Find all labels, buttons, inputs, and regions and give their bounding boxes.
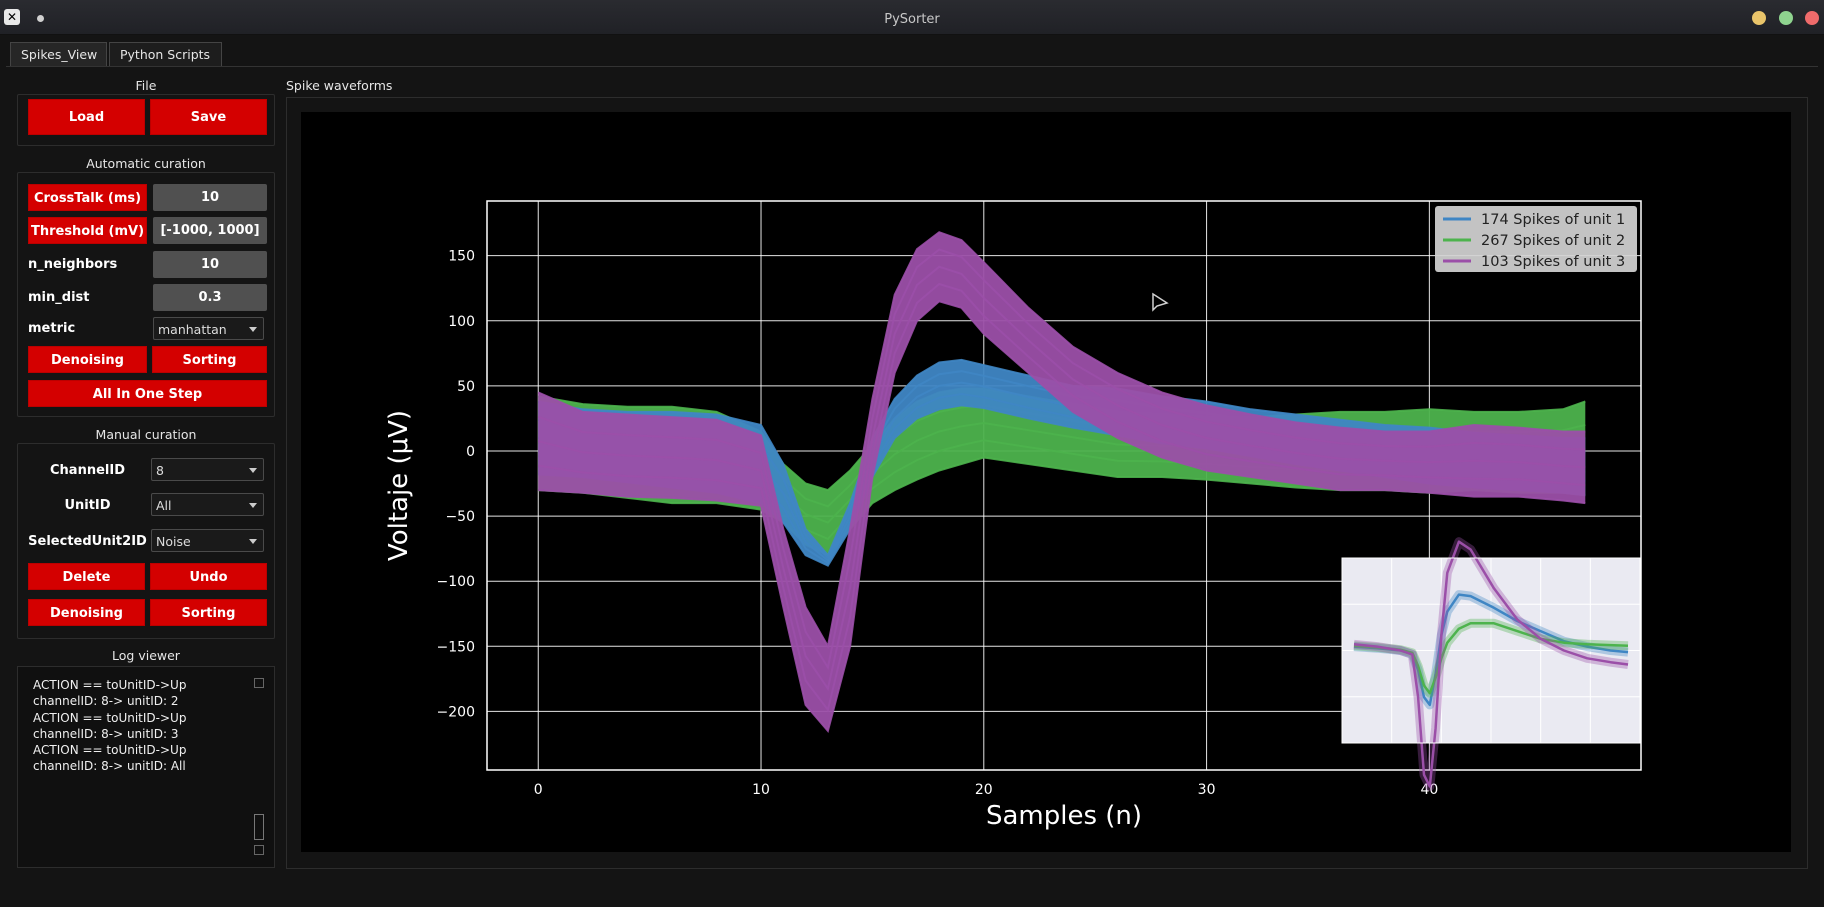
manual-sorting-button[interactable]: Sorting [150,599,267,626]
selected-unit2-id-select[interactable]: Noise [151,529,264,552]
crosstalk-value[interactable]: 10 [153,184,267,211]
tab-spikes-view[interactable]: Spikes_View [10,42,107,66]
plot-canvas[interactable]: 0 10 20 30 40 −200 −150 −100 −50 0 50 100 150 Samples… [301,112,1791,852]
file-groupbox [17,94,275,146]
manual-denoising-button[interactable]: Denoising [28,599,145,626]
min-dist-value[interactable]: 0.3 [153,284,267,311]
x-axis-label: Samples (n) [986,801,1142,831]
legend-entry: 174 Spikes of unit 1 [1481,212,1625,228]
channel-id-label: ChannelID [50,463,125,478]
series-3-trace [538,300,1586,733]
plot-panel-title: Spike waveforms [286,78,393,93]
metric-select[interactable]: manhattan [153,317,264,340]
series-3-band [538,232,1586,731]
series-3-trace [537,265,1586,692]
file-group-title: File [135,78,157,93]
tab-pane [6,66,1818,887]
unit-id-select[interactable]: All [151,493,264,516]
sticky-dot-icon[interactable] [37,15,44,22]
auto-sorting-button[interactable]: Sorting [152,346,267,373]
spike-waveform-chart[interactable]: 0 10 20 30 40 −200 −150 −100 −50 0 50 100 150 Samples… [301,112,1791,852]
inset-mean-line [1353,622,1629,695]
n-neighbors-value[interactable]: 10 [153,251,267,278]
window-title: PySorter [884,12,940,27]
all-in-one-step-button[interactable]: All In One Step [28,380,267,407]
plot-panel [286,97,1808,869]
y-tick-label: 0 [466,444,475,460]
legend-entry: 103 Spikes of unit 3 [1481,254,1625,270]
app-icon: ✕ [4,9,20,25]
window-titlebar: ✕ PySorter [0,0,1824,35]
threshold-button[interactable]: Threshold (mV) [28,217,147,244]
log-line: channelID: 8-> unitID: 3 [33,726,179,741]
close-button[interactable] [1805,11,1819,25]
legend-entry: 267 Spikes of unit 2 [1481,233,1625,249]
mouse-cursor-icon [1152,292,1169,312]
log-line: ACTION == toUnitID->Up [33,678,187,692]
delete-button[interactable]: Delete [28,563,145,590]
auto-curation-groupbox [17,172,275,417]
log-scrollbar-thumb[interactable] [254,814,264,840]
auto-denoising-button[interactable]: Denoising [28,346,147,373]
min-dist-label: min_dist [28,290,90,305]
inset-mean-line [1353,540,1629,788]
x-tick-label: 40 [1420,782,1438,798]
n-neighbors-label: n_neighbors [28,257,118,272]
inset-frame [1341,557,1641,744]
load-button[interactable]: Load [28,99,145,135]
chevron-down-icon [249,468,257,473]
series-3-trace [537,248,1586,671]
log-line: channelID: 8-> unitID: All [33,759,186,774]
log-line: ACTION == toUnitID->Up [33,710,187,725]
log-viewer[interactable]: ACTION == toUnitID->Up channelID: 8-> un… [17,666,275,868]
y-tick-label: 50 [457,379,475,395]
tab-python-scripts[interactable]: Python Scripts [109,42,222,66]
y-axis-label: Voltaje (μV) [384,410,414,561]
undo-button[interactable]: Undo [150,563,267,590]
y-tick-label: −150 [437,639,475,655]
series-3-trace [538,282,1586,713]
chevron-down-icon [249,539,257,544]
maximize-button[interactable] [1779,11,1793,25]
minimize-button[interactable] [1752,11,1766,25]
x-tick-label: 10 [752,782,770,798]
manual-curation-groupbox [17,443,275,639]
log-line: ACTION == toUnitID->Up [33,743,187,758]
series-1-trace [538,358,1586,558]
x-tick-label: 0 [534,782,543,798]
chevron-down-icon [249,503,257,508]
x-tick-label: 30 [1198,782,1216,798]
threshold-value[interactable]: [-1000, 1000] [153,217,267,244]
log-scroll-down-icon[interactable] [254,845,264,855]
metric-select-value: manhattan [158,322,227,337]
save-button[interactable]: Save [150,99,267,135]
series-3-trace [537,231,1586,650]
unit-id-value: All [156,498,172,513]
log-viewer-title: Log viewer [112,648,180,663]
log-line: channelID: 8-> unitID: 2 [33,694,179,709]
metric-label: metric [28,321,76,336]
chevron-down-icon [249,327,257,332]
crosstalk-button[interactable]: CrossTalk (ms) [28,184,147,211]
channel-id-select[interactable]: 8 [151,458,264,481]
legend-box [1435,206,1637,272]
auto-curation-title: Automatic curation [86,156,206,171]
y-tick-label: 150 [448,249,475,265]
selected-unit2-id-value: Noise [156,534,191,549]
y-tick-label: −50 [445,509,475,525]
log-scroll-up-icon[interactable] [254,678,264,688]
unit-id-label: UnitID [64,498,111,513]
y-tick-label: −200 [437,704,475,720]
selected-unit2-id-label: SelectedUnit2ID [28,534,147,549]
y-tick-label: −100 [437,574,475,590]
y-tick-label: 100 [448,314,475,330]
x-tick-label: 20 [975,782,993,798]
manual-curation-title: Manual curation [95,427,197,442]
channel-id-value: 8 [156,463,164,478]
axes-frame [486,200,1642,771]
